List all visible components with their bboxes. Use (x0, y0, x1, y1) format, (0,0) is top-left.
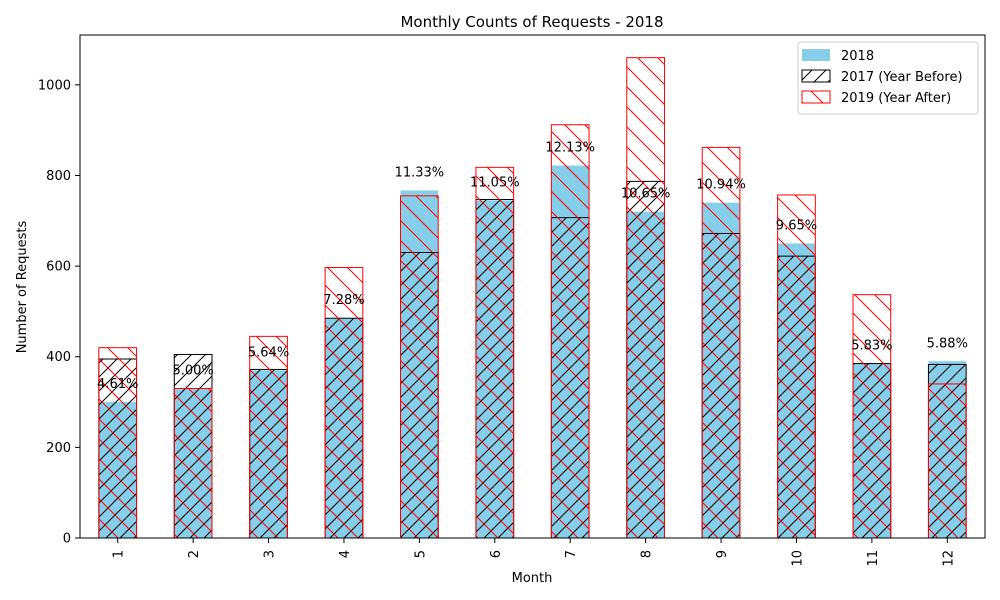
percent-label-month-9: 10.94% (696, 178, 746, 193)
x-tick-label-11: 11 (866, 550, 881, 567)
x-tick-label-8: 8 (640, 550, 655, 558)
percent-label-month-8: 10.65% (621, 187, 671, 202)
bar-series-3-month-10 (777, 194, 816, 539)
bar-series-3-month-3 (249, 335, 288, 539)
legend: 2018 2017 (Year Before) 2019 (Year After) (797, 41, 979, 115)
legend-label-3: 2019 (Year After) (841, 91, 951, 106)
bar-series-3-month-4 (324, 266, 364, 539)
x-tick-label-3: 3 (263, 550, 278, 558)
percent-label-month-6: 11.05% (470, 175, 520, 190)
y-tick-label-1000: 1000 (38, 78, 71, 93)
legend-box (797, 41, 979, 115)
bar-series-3-month-5 (400, 195, 439, 539)
legend-swatch-3 (801, 90, 831, 104)
x-tick-label-5: 5 (413, 550, 428, 558)
legend-label-1: 2018 (841, 49, 874, 64)
x-tick-label-1: 1 (112, 550, 127, 558)
bar-series-3-month-1 (98, 347, 138, 539)
chart-title: Monthly Counts of Requests - 2018 (400, 13, 663, 31)
bar-series-3-month-9 (701, 146, 741, 539)
percent-label-month-10: 9.65% (776, 218, 817, 233)
y-tick-label-0: 0 (63, 532, 71, 547)
x-tick-label-4: 4 (338, 550, 353, 558)
y-axis-title: Number of Requests (15, 220, 30, 353)
x-axis: 1 2 3 4 5 6 7 8 9 10 11 12 (112, 538, 956, 567)
y-axis: 0 200 400 600 800 1000 (38, 78, 80, 547)
bar-series-3-month-12 (927, 383, 967, 539)
y-tick-label-600: 600 (46, 260, 71, 275)
x-tick-label-10: 10 (790, 550, 805, 567)
bars-layer (98, 57, 967, 539)
bar-series-3-month-8 (626, 57, 665, 539)
percent-label-month-1: 4.61% (97, 377, 138, 392)
x-tick-label-6: 6 (489, 550, 504, 558)
y-tick-label-200: 200 (46, 441, 71, 456)
x-tick-label-9: 9 (715, 550, 730, 558)
y-tick-label-800: 800 (46, 169, 71, 184)
legend-swatch-1 (802, 49, 830, 61)
x-axis-title: Month (512, 571, 553, 586)
percent-label-month-2: 5.00% (172, 363, 213, 378)
percent-label-month-5: 11.33% (395, 165, 445, 180)
percent-labels: 4.61% 5.00% 5.64% 7.28% 11.33% 11.05% 12.13% 10… (97, 141, 968, 393)
y-tick-label-400: 400 (46, 350, 71, 365)
bar-series-3-month-7 (550, 124, 590, 539)
percent-label-month-4: 7.28% (323, 293, 364, 308)
bar-series-3-month-2 (173, 387, 213, 539)
x-tick-label-2: 2 (187, 550, 202, 558)
plot-frame (79, 34, 986, 539)
percent-label-month-7: 12.13% (545, 141, 595, 156)
percent-label-month-12: 5.88% (927, 336, 968, 351)
percent-label-month-11: 5.83% (851, 339, 892, 354)
legend-swatch-2 (801, 69, 831, 83)
bar-series-3-month-11 (852, 294, 892, 539)
percent-label-month-3: 5.64% (248, 345, 289, 360)
x-tick-label-12: 12 (941, 550, 956, 567)
x-tick-label-7: 7 (564, 550, 579, 558)
bar-series-3-month-6 (475, 166, 515, 539)
legend-label-2: 2017 (Year Before) (841, 70, 963, 85)
